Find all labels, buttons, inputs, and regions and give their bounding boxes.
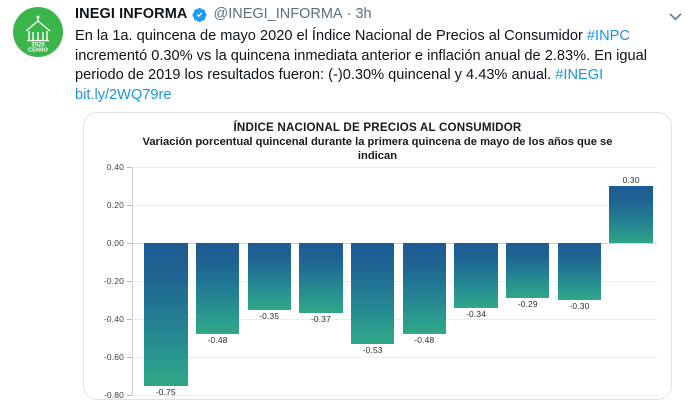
tweet-body: INEGI INFORMA @INEGI_INFORMA · 3h En la …	[75, 4, 650, 105]
tweet-link[interactable]: #INEGI	[555, 67, 604, 84]
gridline	[132, 395, 657, 396]
tweet-byline: INEGI INFORMA @INEGI_INFORMA · 3h	[75, 4, 650, 24]
chart-card[interactable]: ÍNDICE NACIONAL DE PRECIOS AL CONSUMIDOR…	[83, 112, 672, 400]
y-axis-tick	[127, 167, 132, 168]
y-axis-label: 0.00	[106, 238, 124, 248]
chart-bar[interactable]	[506, 243, 550, 299]
gridline	[132, 205, 657, 206]
chart-title: ÍNDICE NACIONAL DE PRECIOS AL CONSUMIDOR	[233, 121, 522, 134]
handle[interactable]: @INEGI_INFORMA	[213, 6, 343, 22]
timestamp[interactable]: 3h	[355, 6, 372, 22]
gridline	[132, 281, 657, 282]
gridline	[132, 319, 657, 320]
y-axis-label: -0.40	[103, 314, 124, 324]
bar-value-label: 0.30	[622, 175, 640, 185]
tweet-text-run: incrementó 0.30% vs la quincena inmediat…	[75, 47, 647, 84]
byline-separator: ·	[346, 6, 352, 22]
bar-value-label: -0.48	[207, 335, 228, 346]
bar-value-label: -0.53	[362, 344, 383, 355]
chart-bar[interactable]	[350, 243, 395, 344]
chart-bar[interactable]	[195, 243, 240, 335]
bar-value-label: -0.34	[465, 308, 487, 319]
bar-value-label: -0.37	[310, 314, 331, 325]
chart-bar[interactable]	[557, 243, 602, 300]
y-axis-label: -0.60	[103, 352, 124, 362]
gridline	[132, 167, 657, 168]
y-axis-label: -0.20	[103, 276, 124, 286]
avatar[interactable]: 2020 CENSO	[13, 7, 63, 57]
chart-plot-area: 0.40 0.20 0.00 -0.20 -0.40 -0.60 -0.80 -0.75 -0.…	[104, 162, 657, 399]
verified-badge-icon	[192, 7, 207, 22]
bar-value-label: -0.75	[155, 386, 176, 397]
chart-bar[interactable]	[144, 243, 188, 386]
bar-value-label: -0.29	[517, 299, 538, 310]
display-name[interactable]: INEGI INFORMA	[75, 6, 188, 22]
tweet-text-run: En la 1a. quincena de mayo 2020 el Índic…	[75, 28, 587, 44]
y-axis-tick	[127, 357, 132, 358]
y-axis-tick	[127, 243, 132, 244]
svg-text:2020: 2020	[31, 43, 45, 49]
chart-bar[interactable]	[454, 243, 498, 308]
chart-bar[interactable]	[247, 243, 291, 310]
tweet-link[interactable]: #INPC	[586, 28, 630, 44]
y-axis-tick	[127, 281, 132, 282]
gridline	[132, 243, 657, 244]
chart-bar[interactable]	[402, 243, 447, 335]
y-axis-tick	[127, 205, 132, 206]
y-axis-label: -0.80	[103, 390, 124, 400]
y-axis-label: 0.20	[106, 200, 124, 210]
inegi-censo-2020-logo-icon: 2020 CENSO	[25, 15, 51, 54]
bar-value-label: -0.30	[569, 301, 590, 311]
svg-text:CENSO: CENSO	[28, 48, 49, 54]
chart-bar[interactable]	[609, 186, 653, 243]
tweet-link[interactable]: bit.ly/2WQ79re	[75, 86, 172, 103]
tweet-text: En la 1a. quincena de mayo 2020 el Índic…	[75, 27, 650, 105]
chart-bar[interactable]	[299, 243, 343, 314]
chevron-down-icon[interactable]	[662, 6, 688, 26]
y-axis-label: 0.40	[106, 162, 124, 172]
chart-subtitle: Variación porcentual quincenal durante l…	[142, 136, 613, 162]
y-axis-tick	[127, 319, 132, 320]
y-axis-tick	[127, 395, 132, 396]
bar-value-label: -0.48	[414, 335, 435, 346]
gridline	[132, 357, 657, 358]
bar-value-label: -0.35	[259, 310, 280, 321]
